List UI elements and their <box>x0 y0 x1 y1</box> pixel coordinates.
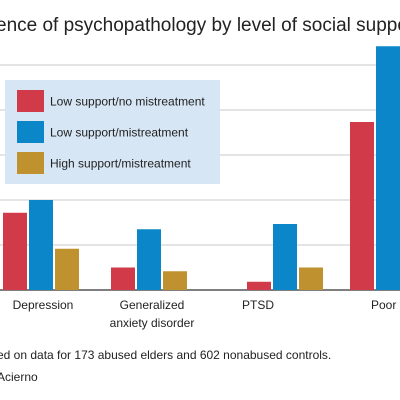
legend-swatch <box>17 152 44 174</box>
bar <box>376 46 400 290</box>
bar <box>3 212 27 290</box>
category-label: PTSD <box>242 298 274 312</box>
bar <box>273 224 297 290</box>
category-labels: Depression Generalized anxiety disorder PTS… <box>13 298 400 330</box>
legend-label: Low support/mistreatment <box>50 126 189 140</box>
bar <box>111 267 135 290</box>
category-label: anxiety disorder <box>110 316 195 330</box>
legend: Low support/no mistreatment Low support/m… <box>5 80 220 184</box>
bar <box>299 267 323 290</box>
bar <box>163 271 187 290</box>
chart-title: ence of psychopathology by level of soci… <box>0 15 400 36</box>
legend-label: High support/mistreatment <box>50 157 191 171</box>
bar <box>29 200 53 290</box>
legend-label: Low support/no mistreatment <box>50 95 205 109</box>
bar <box>350 122 374 290</box>
footnote: ed on data for 173 abused elders and 602… <box>0 348 332 362</box>
category-label: Poor he <box>371 298 400 312</box>
bar <box>137 229 161 290</box>
legend-swatch <box>17 90 44 112</box>
bar <box>55 248 79 290</box>
category-label: Generalized <box>120 298 185 312</box>
bars <box>3 46 400 290</box>
legend-swatch <box>17 121 44 143</box>
bar <box>247 281 271 290</box>
credit-line: Acierno <box>0 370 38 384</box>
category-label: Depression <box>13 298 74 312</box>
